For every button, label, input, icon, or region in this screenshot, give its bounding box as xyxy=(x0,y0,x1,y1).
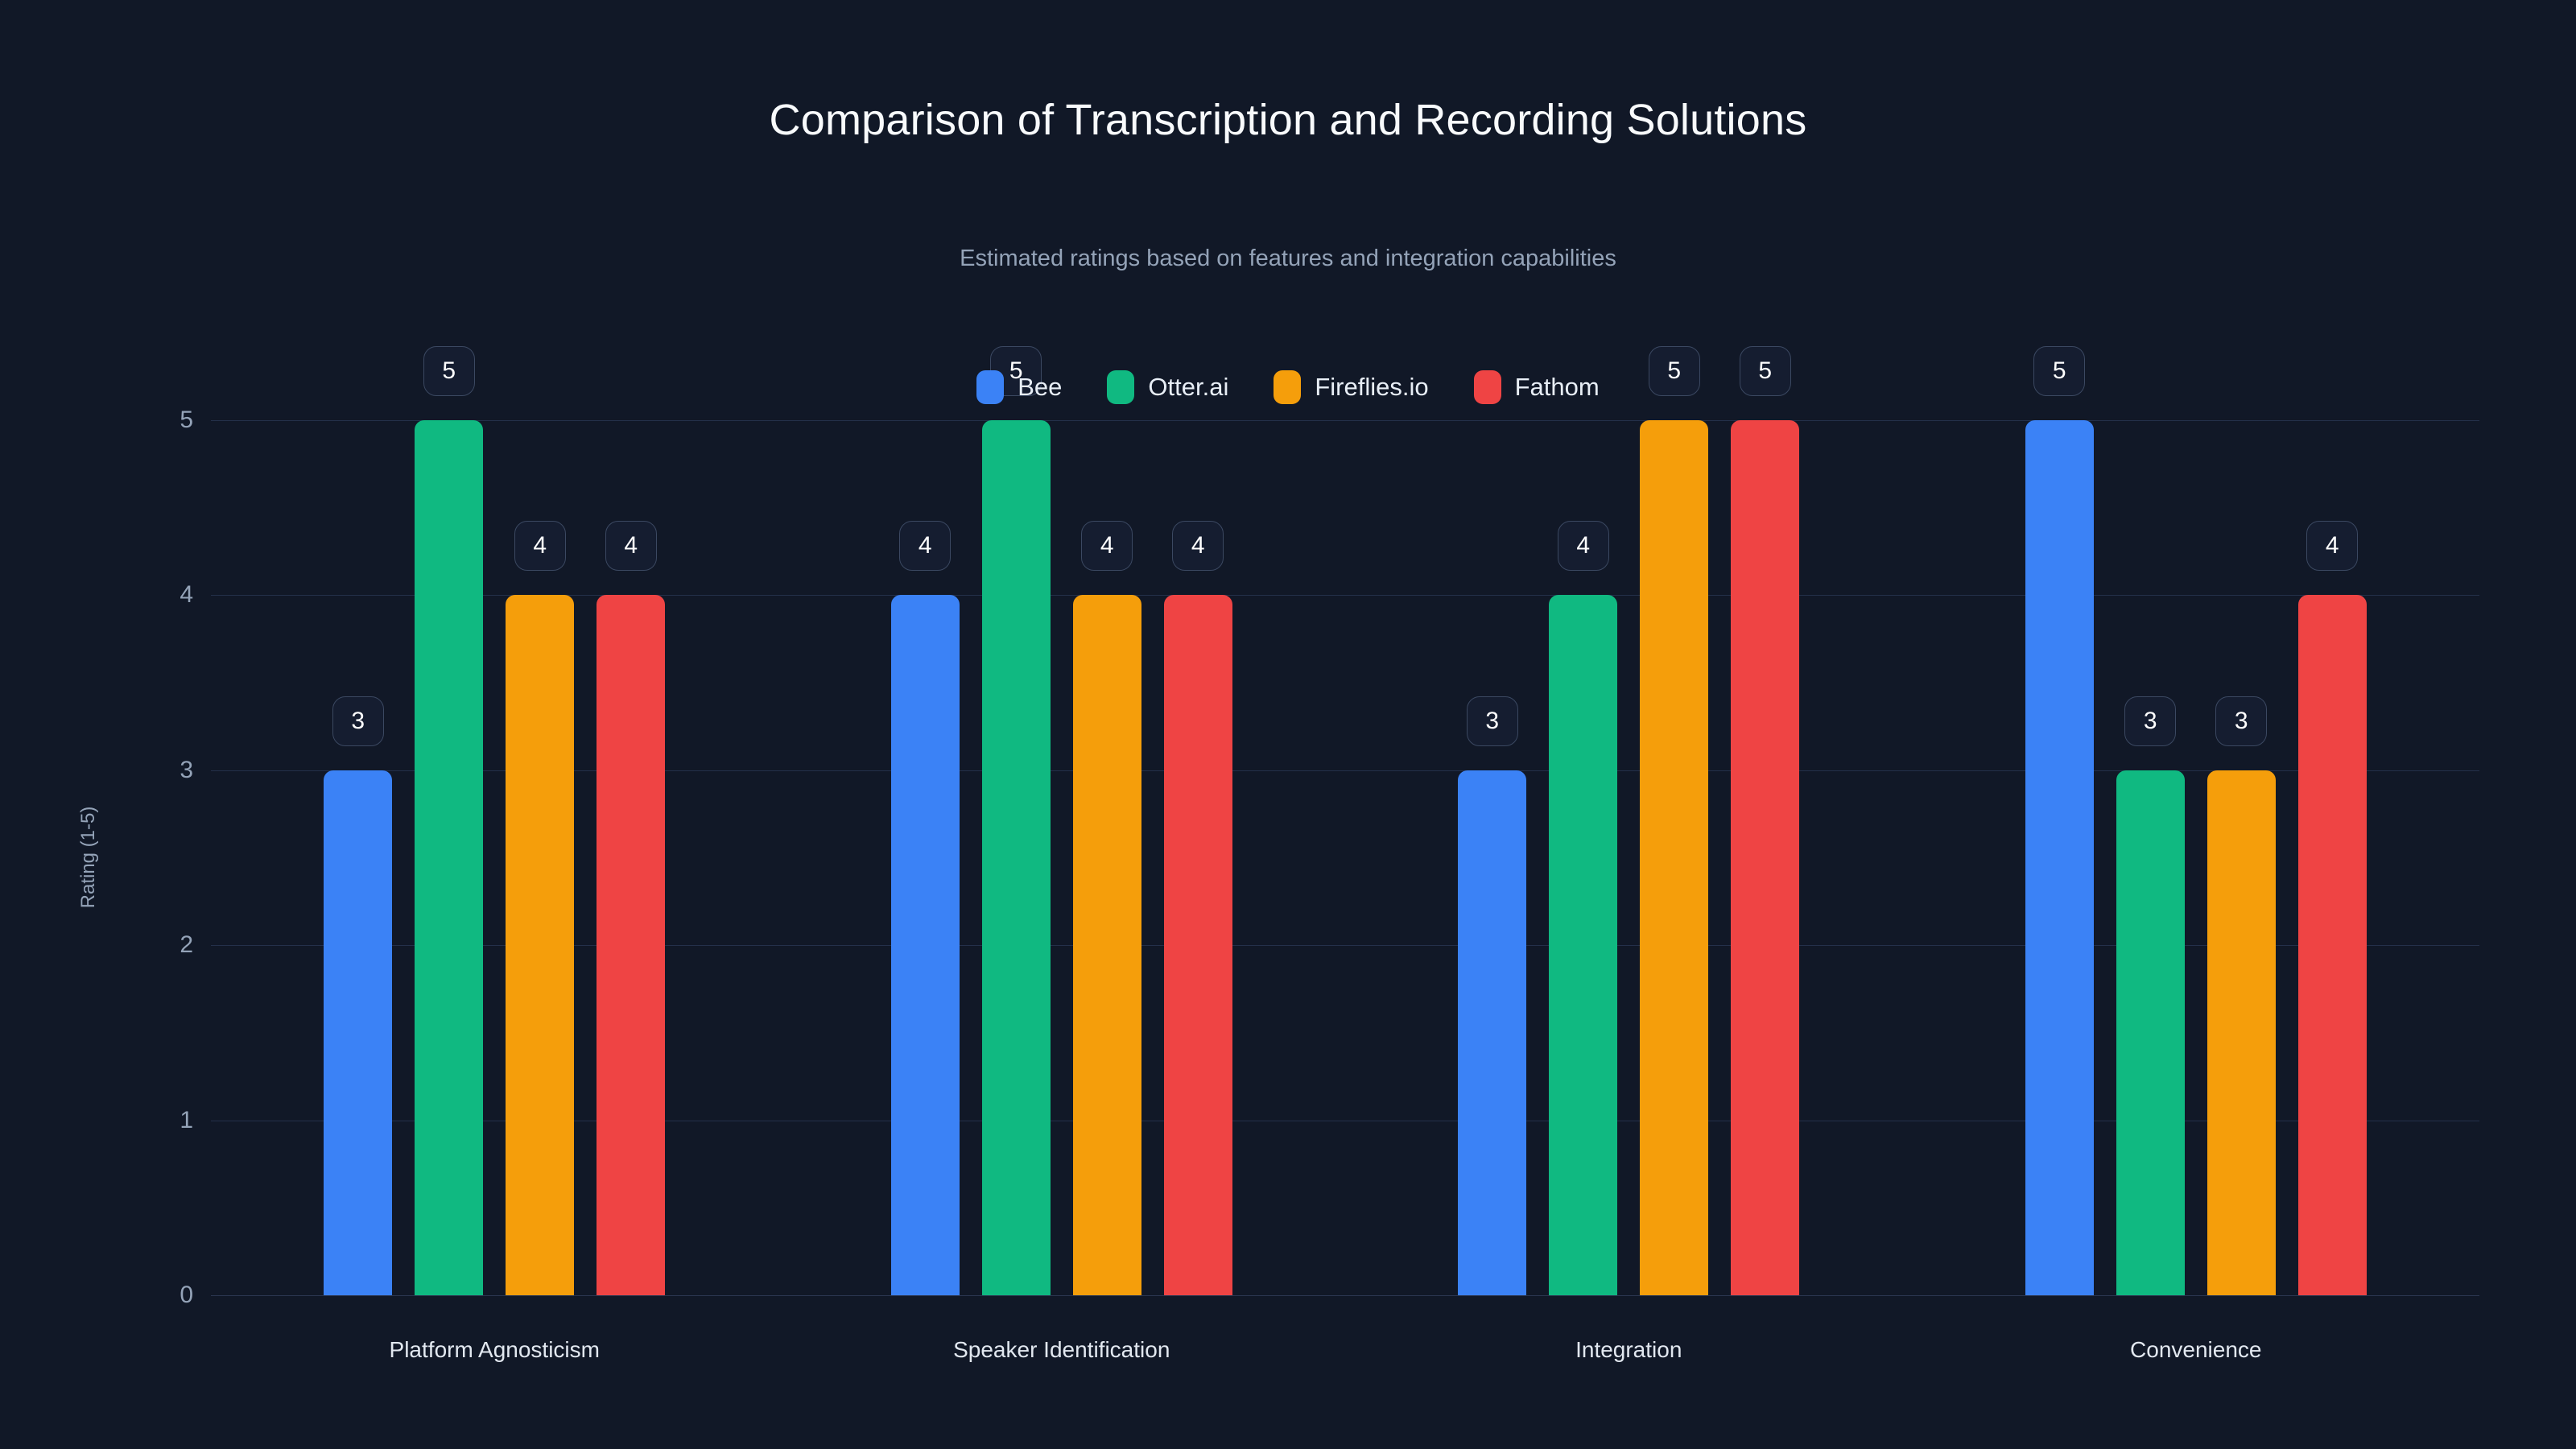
gridline xyxy=(211,1295,2479,1296)
y-axis-tick-label: 4 xyxy=(180,581,193,609)
bar-value-label: 5 xyxy=(423,346,475,396)
chart-subtitle: Estimated ratings based on features and … xyxy=(960,246,1616,271)
bar-value-label: 5 xyxy=(2033,346,2086,396)
bar-value-label: 4 xyxy=(1172,521,1224,572)
bar-value-label: 3 xyxy=(332,696,384,746)
y-axis-tick-label: 2 xyxy=(180,931,193,959)
gridline xyxy=(211,420,2479,421)
gridline xyxy=(211,945,2479,947)
y-axis-title: Rating (1-5) xyxy=(77,806,99,909)
legend-swatch-icon xyxy=(1107,370,1135,404)
y-axis-tick-label: 3 xyxy=(180,756,193,783)
legend-item-bee[interactable]: Bee xyxy=(976,370,1062,404)
legend-item-fathom[interactable]: Fathom xyxy=(1473,370,1600,404)
bar-value-label: 4 xyxy=(605,521,657,572)
x-axis-category-label: Convenience xyxy=(2130,1337,2262,1362)
y-axis-tick-label: 0 xyxy=(180,1282,193,1308)
bar[interactable] xyxy=(1072,595,1141,1295)
legend-item-label: Fireflies.io xyxy=(1315,373,1429,401)
legend-item-label: Fathom xyxy=(1514,373,1600,401)
bar[interactable] xyxy=(506,595,575,1295)
bar[interactable] xyxy=(1163,595,1232,1295)
legend-item-otter-ai[interactable]: Otter.ai xyxy=(1107,370,1228,404)
bar[interactable] xyxy=(2297,595,2367,1295)
legend-swatch-icon xyxy=(1473,370,1501,404)
gridline xyxy=(211,595,2479,597)
y-axis-tick-label: 5 xyxy=(180,407,193,433)
bar[interactable] xyxy=(2116,770,2185,1295)
x-axis-category-label: Integration xyxy=(1575,1337,1682,1362)
chart-legend: Bee Otter.ai Fireflies.io Fathom xyxy=(0,370,2576,404)
bar[interactable] xyxy=(1549,595,1618,1295)
bar[interactable] xyxy=(597,595,666,1295)
bar-value-label: 3 xyxy=(1466,696,1518,746)
bar[interactable] xyxy=(324,770,393,1295)
bar-value-label: 4 xyxy=(1081,521,1133,572)
legend-swatch-icon xyxy=(1274,370,1302,404)
bar[interactable] xyxy=(2025,420,2094,1295)
legend-item-fireflies-io[interactable]: Fireflies.io xyxy=(1274,370,1429,404)
page-title: Comparison of Transcription and Recordin… xyxy=(769,96,1807,144)
bar-value-label: 4 xyxy=(2306,521,2359,572)
bar[interactable] xyxy=(1731,420,1800,1295)
bar-value-label: 3 xyxy=(2215,696,2268,746)
bar[interactable] xyxy=(981,420,1051,1295)
bar[interactable] xyxy=(890,595,960,1295)
gridline xyxy=(211,770,2479,771)
bar-value-label: 4 xyxy=(899,521,952,572)
bar-value-label: 5 xyxy=(1739,346,1791,396)
bar[interactable] xyxy=(1458,770,1527,1295)
bar-value-label: 3 xyxy=(2124,696,2177,746)
x-axis-category-label: Speaker Identification xyxy=(953,1337,1170,1362)
bar-value-label: 5 xyxy=(1648,346,1700,396)
bar-value-label: 4 xyxy=(514,521,566,572)
legend-item-label: Otter.ai xyxy=(1148,373,1229,401)
bar[interactable] xyxy=(1640,420,1709,1295)
y-axis-tick-label: 1 xyxy=(180,1106,193,1133)
legend-item-label: Bee xyxy=(1018,373,1063,401)
bar[interactable] xyxy=(2207,770,2276,1295)
bar[interactable] xyxy=(415,420,484,1295)
x-axis-category-label: Platform Agnosticism xyxy=(389,1337,600,1362)
bar-value-label: 4 xyxy=(1557,521,1609,572)
legend-swatch-icon xyxy=(976,370,1005,404)
